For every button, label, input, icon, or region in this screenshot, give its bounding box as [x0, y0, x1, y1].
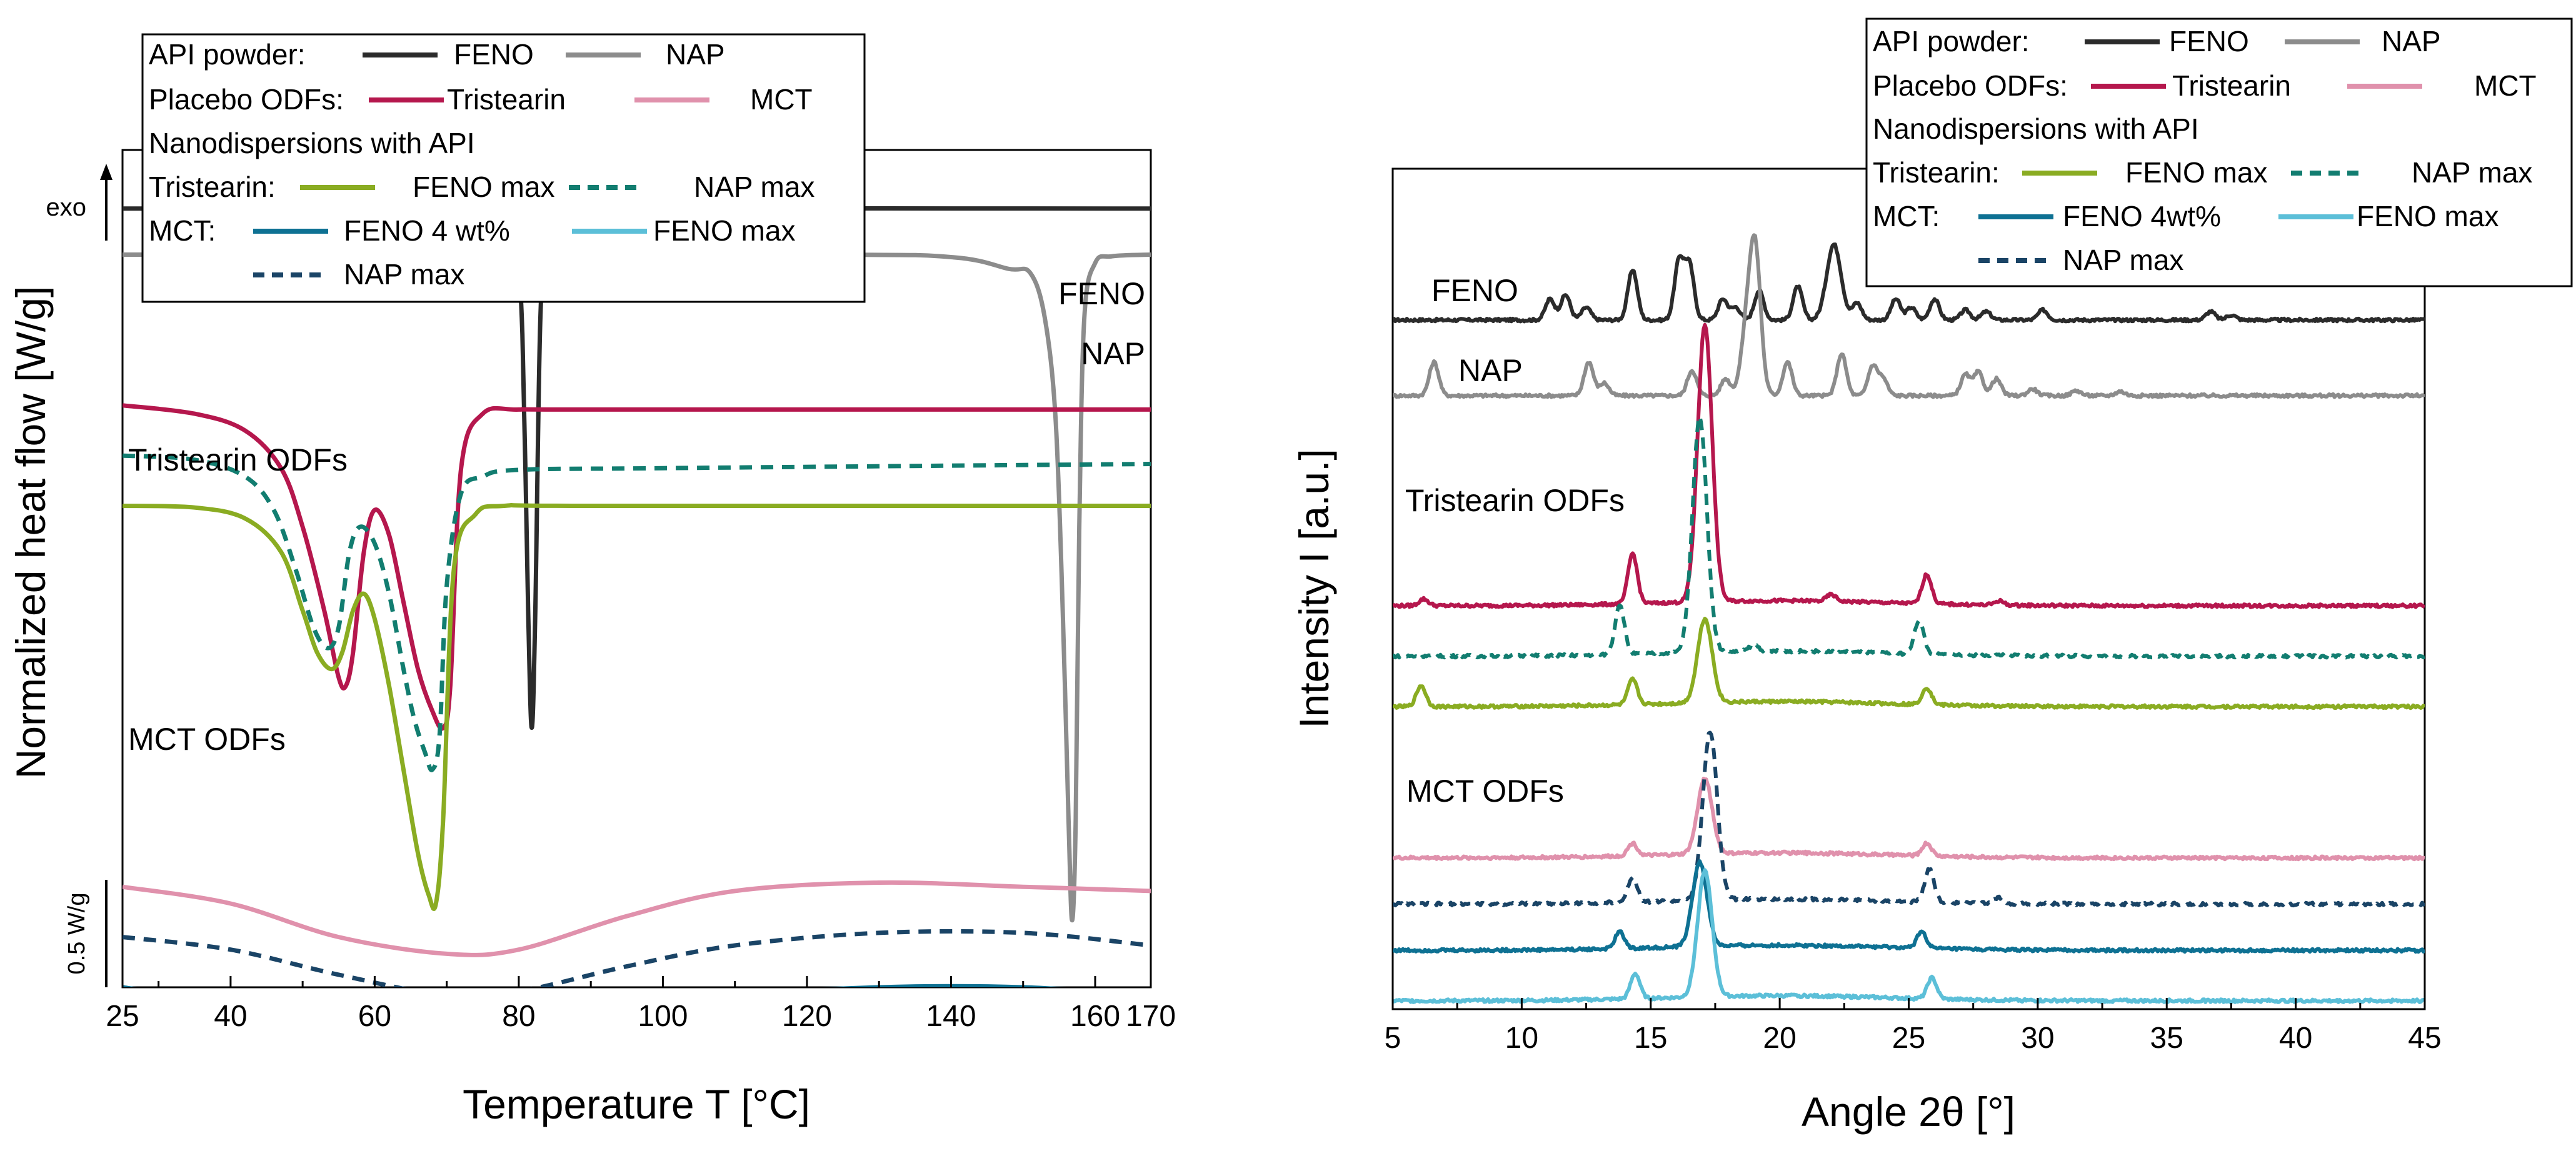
dsc-x-tick-label: 60 — [358, 1000, 391, 1033]
dsc-y-axis-title: Normalized heat flow [W/g] — [8, 286, 54, 779]
legend-group-label: Placebo ODFs: — [149, 83, 344, 116]
xrd-series-placebo_mct — [1393, 777, 2425, 862]
dsc-nap-curve-label: NAP — [1081, 336, 1145, 371]
xrd-series-placebo_tristearin — [1393, 322, 2425, 609]
legend-entry-label: FENO 4 wt% — [344, 214, 510, 247]
xrd-series-mct_feno_max — [1393, 868, 2425, 1004]
dsc-series-mct_feno_max — [123, 1007, 1151, 1080]
dsc-x-axis-title: Temperature T [°C] — [463, 1081, 810, 1127]
xrd-x-tick-label: 35 — [2150, 1022, 2183, 1055]
exo-label: exo — [46, 194, 87, 221]
dsc-mct-group-label: MCT ODFs — [128, 722, 286, 757]
legend-entry-label: MCT — [750, 83, 813, 116]
legend-group-label: MCT: — [149, 214, 216, 247]
dsc-x-axis: 25 40 60 80 100 120 140 160 170 — [106, 976, 1176, 1033]
legend-entry-label: NAP max — [2412, 156, 2532, 189]
legend-entry-label: NAP max — [344, 258, 464, 291]
xrd-series-tri_nap_max — [1393, 414, 2425, 660]
dsc-series-mct_feno_4 — [123, 984, 1068, 987]
legend-entry-label: FENO — [454, 38, 534, 71]
dsc-curves — [123, 206, 1151, 1080]
xrd-x-tick-label: 5 — [1385, 1022, 1401, 1055]
exo-arrowhead-icon — [100, 164, 113, 180]
dsc-x-tick-label: 140 — [926, 1000, 976, 1033]
legend-group-label: Tristearin: — [149, 171, 276, 203]
legend-entry-label: MCT — [2474, 69, 2537, 102]
legend-entry-label: NAP — [666, 38, 725, 71]
dsc-x-tick-label: 80 — [502, 1000, 535, 1033]
dsc-series-placebo_mct — [123, 880, 1151, 957]
dsc-tristearin-group-label: Tristearin ODFs — [128, 442, 348, 477]
dsc-series-nap — [123, 252, 1151, 923]
dsc-x-tick-label: 170 — [1126, 1000, 1176, 1033]
legend-entry-label: FENO 4wt% — [2063, 200, 2221, 232]
legend-group-label: MCT: — [1873, 200, 1940, 232]
legend-group-label: API powder: — [149, 38, 306, 71]
legend-entry-label: FENO max — [653, 214, 795, 247]
xrd-x-tick-label: 20 — [1763, 1022, 1796, 1055]
legend-entry-label: FENO max — [413, 171, 554, 203]
legend-group-label: Nanodispersions with API — [149, 127, 475, 159]
dsc-series-tri_feno_max — [123, 503, 1151, 911]
dsc-series-placebo_tristearin — [123, 403, 1151, 731]
xrd-series-mct_nap_max — [1393, 730, 2425, 908]
legend-entry-label: Tristearin — [447, 83, 566, 116]
xrd-chart: 5 10 15 20 25 30 35 40 45 Angle 2θ [°] Intensity… — [1291, 17, 2573, 1135]
xrd-legend: API powder: FENO NAP Placebo ODFs: Trist… — [1865, 17, 2573, 287]
dsc-chart: 25 40 60 80 100 120 140 160 170 Temperature T [°… — [8, 33, 1176, 1127]
xrd-y-axis-title: Intensity I [a.u.] — [1291, 449, 1337, 729]
xrd-x-tick-label: 25 — [1892, 1022, 1925, 1055]
xrd-x-axis: 5 10 15 20 25 30 35 40 45 — [1385, 998, 2442, 1055]
xrd-series-mct_feno_4 — [1393, 859, 2425, 954]
legend-group-label: Tristearin: — [1873, 156, 2000, 189]
xrd-feno-curve-label: FENO — [1431, 273, 1518, 308]
xrd-x-tick-label: 40 — [2279, 1022, 2312, 1055]
xrd-x-tick-label: 10 — [1505, 1022, 1538, 1055]
dsc-x-tick-label: 120 — [782, 1000, 832, 1033]
xrd-x-tick-label: 45 — [2408, 1022, 2441, 1055]
legend-group-label: API powder: — [1873, 25, 2030, 57]
scale-bar-label: 0.5 W/g — [64, 893, 90, 975]
dsc-x-tick-label: 160 — [1070, 1000, 1120, 1033]
legend-entry-label: NAP — [2382, 25, 2441, 57]
dsc-x-tick-label: 40 — [214, 1000, 247, 1033]
xrd-series-tri_feno_max — [1393, 617, 2425, 710]
legend-entry-label: FENO max — [2357, 200, 2498, 232]
xrd-series-nap — [1393, 233, 2425, 399]
dsc-legend-box — [141, 33, 866, 303]
legend-entry-label: Tristearin — [2172, 69, 2291, 102]
xrd-x-axis-title: Angle 2θ [°] — [1802, 1089, 2015, 1135]
xrd-tristearin-group-label: Tristearin ODFs — [1405, 483, 1625, 518]
xrd-series-feno — [1393, 242, 2425, 324]
dsc-series-mct_nap_max — [123, 929, 1151, 987]
dsc-legend: API powder: FENO NAP Placebo ODFs: Trist… — [141, 33, 866, 303]
dsc-feno-curve-label: FENO — [1058, 276, 1145, 311]
xrd-plot-frame — [1391, 167, 2426, 1010]
xrd-curves — [1393, 233, 2425, 1004]
xrd-x-tick-label: 15 — [1634, 1022, 1667, 1055]
xrd-legend-box — [1865, 17, 2573, 287]
legend-entry-label: NAP max — [2063, 244, 2183, 276]
legend-entry-label: NAP max — [694, 171, 814, 203]
legend-entry-label: FENO — [2169, 25, 2249, 57]
dsc-series-tri_nap_max — [123, 453, 1151, 772]
legend-group-label: Placebo ODFs: — [1873, 69, 2068, 102]
xrd-nap-curve-label: NAP — [1458, 353, 1523, 388]
legend-group-label: Nanodispersions with API — [1873, 112, 2199, 145]
legend-entry-label: FENO max — [2125, 156, 2267, 189]
xrd-mct-group-label: MCT ODFs — [1406, 774, 1564, 809]
xrd-x-tick-label: 30 — [2021, 1022, 2054, 1055]
dsc-x-tick-label: 100 — [638, 1000, 688, 1033]
dsc-x-tick-label: 25 — [106, 1000, 139, 1033]
